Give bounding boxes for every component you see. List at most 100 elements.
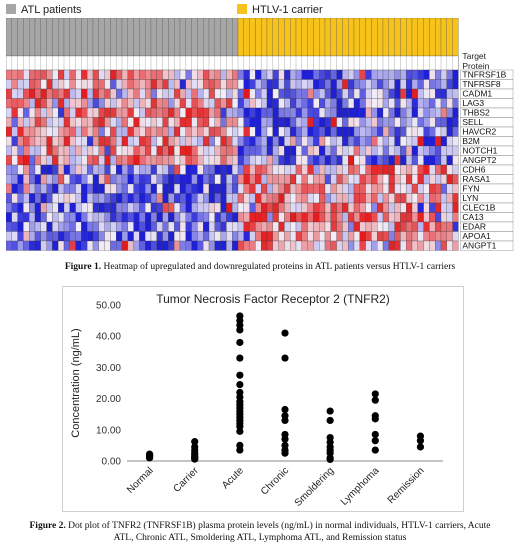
heatmap-cell — [208, 117, 215, 128]
heatmap-cell — [284, 212, 291, 223]
heatmap-cell — [156, 155, 163, 166]
heatmap-cell — [243, 107, 250, 118]
data-point — [371, 415, 379, 423]
heatmap-cell — [87, 69, 94, 80]
heatmap-cell — [46, 174, 53, 185]
heatmap-cell — [429, 221, 436, 232]
heatmap-cell — [417, 98, 424, 109]
heatmap-cell — [377, 202, 384, 213]
heatmap-cell — [388, 88, 395, 99]
heatmap-cell — [359, 79, 366, 90]
heatmap-cell — [156, 136, 163, 147]
heatmap-cell — [423, 107, 430, 118]
heatmap-cell — [417, 155, 424, 166]
heatmap-cell — [429, 136, 436, 147]
heatmap-cell — [406, 193, 413, 204]
heatmap-cell — [272, 221, 279, 232]
sample-header-cell — [394, 18, 401, 57]
heatmap-cell — [307, 202, 314, 213]
heatmap-cell — [11, 126, 18, 137]
heatmap-cell — [382, 136, 389, 147]
heatmap-cell — [382, 155, 389, 166]
sample-header-cell — [336, 18, 343, 57]
heatmap-cell — [110, 221, 117, 232]
sample-header-cell — [23, 18, 30, 57]
heatmap-cell — [34, 202, 41, 213]
x-tick-label: Smoldering — [293, 465, 337, 509]
heatmap-cell — [104, 88, 111, 99]
heatmap-cell — [150, 221, 157, 232]
figure2-text: Dot plot of TNFR2 (TNFRSF1B) plasma prot… — [68, 521, 491, 543]
heatmap: Target ProteinTNFRSF1BTNFRSF8CADM1LAG3THB… — [6, 18, 514, 251]
target-protein-header: Target Protein — [462, 51, 489, 71]
heatmap-cell — [23, 183, 30, 194]
heatmap-cell — [197, 126, 204, 137]
heatmap-cell — [87, 117, 94, 128]
heatmap-cell — [17, 79, 24, 90]
heatmap-cell — [17, 145, 24, 156]
data-point — [371, 437, 379, 445]
heatmap-cell — [382, 183, 389, 194]
heatmap-cell — [98, 88, 105, 99]
sample-header-cell — [423, 18, 430, 57]
heatmap-cell — [295, 98, 302, 109]
heatmap-cell — [34, 221, 41, 232]
heatmap-cell — [150, 107, 157, 118]
heatmap-cell — [185, 145, 192, 156]
heatmap-cell — [348, 117, 355, 128]
heatmap-cell — [232, 240, 239, 251]
heatmap-cell — [6, 145, 12, 156]
heatmap-cell — [272, 240, 279, 251]
heatmap-cell — [179, 126, 186, 137]
heatmap-cell — [150, 155, 157, 166]
heatmap-cell — [63, 193, 70, 204]
protein-label: TNFRSF1B — [462, 70, 506, 80]
heatmap-cell — [295, 155, 302, 166]
heatmap-cell — [394, 174, 401, 185]
heatmap-cell — [272, 202, 279, 213]
heatmap-cell — [440, 183, 447, 194]
heatmap-cell — [220, 117, 227, 128]
heatmap-cell — [452, 240, 459, 251]
heatmap-cell — [278, 212, 285, 223]
heatmap-cell — [40, 193, 47, 204]
heatmap-cell — [232, 193, 239, 204]
heatmap-cell — [336, 69, 343, 80]
heatmap-cell — [17, 221, 24, 232]
heatmap-cell — [69, 193, 76, 204]
heatmap-cell — [11, 107, 18, 118]
heatmap-cell — [179, 174, 186, 185]
heatmap-cell — [319, 98, 326, 109]
x-tick-label: Chronic — [259, 465, 291, 497]
heatmap-cell — [452, 88, 459, 99]
heatmap-cell — [255, 212, 262, 223]
heatmap-cell — [29, 136, 36, 147]
heatmap-cell — [121, 117, 128, 128]
heatmap-cell — [278, 107, 285, 118]
heatmap-cell — [423, 88, 430, 99]
heatmap-cell — [156, 240, 163, 251]
heatmap-cell — [324, 164, 331, 175]
heatmap-cell — [435, 98, 442, 109]
heatmap-cell — [197, 117, 204, 128]
heatmap-cell — [81, 145, 88, 156]
heatmap-cell — [220, 221, 227, 232]
heatmap-cell — [261, 193, 268, 204]
heatmap-cell — [307, 193, 314, 204]
heatmap-cell — [336, 79, 343, 90]
heatmap-cell — [179, 202, 186, 213]
heatmap-cell — [63, 136, 70, 147]
heatmap-cell — [110, 107, 117, 118]
heatmap-cell — [290, 174, 297, 185]
heatmap-cell — [6, 79, 12, 90]
heatmap-cell — [6, 126, 12, 137]
heatmap-cell — [92, 155, 99, 166]
heatmap-cell — [261, 183, 268, 194]
heatmap-cell — [6, 212, 12, 223]
heatmap-cell — [87, 221, 94, 232]
heatmap-cell — [110, 155, 117, 166]
heatmap-cell — [388, 193, 395, 204]
heatmap-cell — [191, 221, 198, 232]
heatmap-cell — [417, 212, 424, 223]
heatmap-cell — [81, 69, 88, 80]
